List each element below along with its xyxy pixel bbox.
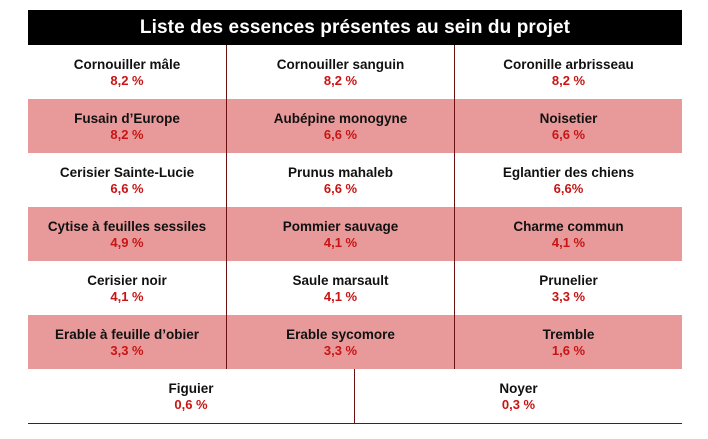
table-row: Figuier 0,6 % Noyer 0,3 %	[28, 369, 682, 424]
species-name: Coronille arbrisseau	[503, 56, 634, 72]
species-grid: Cornouiller mâle 8,2 % Cornouiller sangui…	[28, 45, 682, 369]
species-percent: 3,3 %	[551, 288, 586, 304]
species-name: Cornouiller sanguin	[276, 56, 405, 72]
species-name: Aubépine monogyne	[273, 110, 408, 126]
table-title: Liste des essences présentes au sein du …	[28, 10, 682, 45]
species-name: Noyer	[499, 380, 538, 396]
species-percent: 4,1 %	[323, 234, 358, 250]
species-name: Tremble	[542, 326, 595, 342]
species-cell: Prunus mahaleb 6,6 %	[226, 153, 454, 207]
species-cell: Noyer 0,3 %	[354, 369, 682, 423]
species-name: Charme commun	[513, 218, 624, 234]
species-name: Cytise à feuilles sessiles	[47, 218, 207, 234]
species-name: Noisetier	[539, 110, 598, 126]
species-percent: 8,2 %	[110, 72, 144, 88]
species-percent: 8,2 %	[110, 126, 144, 142]
species-percent: 4,9 %	[110, 234, 144, 250]
species-percent: 1,6 %	[551, 342, 586, 358]
species-percent: 4,1 %	[323, 288, 358, 304]
species-cell: Cornouiller sanguin 8,2 %	[226, 45, 454, 99]
species-name: Cerisier Sainte-Lucie	[59, 164, 195, 180]
species-name: Figuier	[168, 380, 214, 396]
species-name: Pommier sauvage	[282, 218, 399, 234]
species-cell: Eglantier des chiens 6,6%	[454, 153, 682, 207]
species-percent: 0,6 %	[174, 396, 208, 412]
species-name: Erable à feuille d’obier	[54, 326, 200, 342]
species-cell: Aubépine monogyne 6,6 %	[226, 99, 454, 153]
species-cell: Fusain d’Europe 8,2 %	[28, 99, 226, 153]
species-percent: 8,2 %	[323, 72, 358, 88]
species-cell: Coronille arbrisseau 8,2 %	[454, 45, 682, 99]
species-cell: Pommier sauvage 4,1 %	[226, 207, 454, 261]
species-cell: Charme commun 4,1 %	[454, 207, 682, 261]
species-percent: 6,6 %	[323, 126, 358, 142]
species-percent: 8,2 %	[551, 72, 586, 88]
species-cell: Prunelier 3,3 %	[454, 261, 682, 315]
species-cell: Erable à feuille d’obier 3,3 %	[28, 315, 226, 369]
species-cell: Tremble 1,6 %	[454, 315, 682, 369]
species-cell: Erable sycomore 3,3 %	[226, 315, 454, 369]
species-percent: 6,6 %	[551, 126, 586, 142]
species-percent: 6,6 %	[323, 180, 358, 196]
species-name: Cerisier noir	[87, 272, 167, 288]
species-cell: Cornouiller mâle 8,2 %	[28, 45, 226, 99]
species-percent: 0,3 %	[501, 396, 536, 412]
species-name: Cornouiller mâle	[73, 56, 181, 72]
species-name: Prunus mahaleb	[287, 164, 394, 180]
species-name: Saule marsault	[292, 272, 389, 288]
species-percent: 6,6 %	[110, 180, 144, 196]
species-table: Liste des essences présentes au sein du …	[28, 10, 682, 424]
species-cell: Cytise à feuilles sessiles 4,9 %	[28, 207, 226, 261]
species-percent: 3,3 %	[323, 342, 358, 358]
species-cell: Figuier 0,6 %	[28, 369, 354, 423]
species-percent: 6,6%	[553, 180, 584, 196]
species-name: Erable sycomore	[286, 326, 395, 342]
species-cell: Saule marsault 4,1 %	[226, 261, 454, 315]
species-name: Fusain d’Europe	[74, 110, 180, 126]
species-percent: 4,1 %	[551, 234, 586, 250]
species-percent: 3,3 %	[110, 342, 144, 358]
species-name: Eglantier des chiens	[502, 164, 635, 180]
species-cell: Noisetier 6,6 %	[454, 99, 682, 153]
species-cell: Cerisier Sainte-Lucie 6,6 %	[28, 153, 226, 207]
species-cell: Cerisier noir 4,1 %	[28, 261, 226, 315]
species-name: Prunelier	[539, 272, 598, 288]
species-percent: 4,1 %	[110, 288, 144, 304]
